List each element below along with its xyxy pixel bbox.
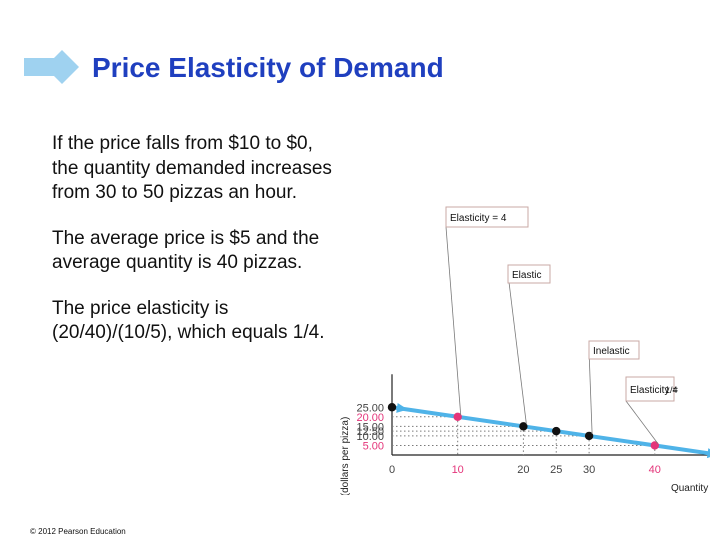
callout-box-2 bbox=[588, 340, 640, 360]
title-accent-bar bbox=[24, 50, 79, 84]
callout-box-3 bbox=[625, 376, 675, 402]
data-point-1 bbox=[453, 412, 462, 421]
y-tick-label-2: 12.50 bbox=[356, 426, 384, 438]
slide-title: Price Elasticity of Demand bbox=[92, 52, 444, 83]
data-point-3 bbox=[552, 426, 561, 436]
copyright-notice: © 2012 Pearson Education bbox=[30, 527, 126, 536]
bullet-1: If the price falls from $10 to $0, the q… bbox=[52, 133, 332, 203]
bullet-2: The average price is $5 and the average … bbox=[52, 227, 320, 274]
callout-connector-0 bbox=[445, 226, 462, 415]
x-tick-label-4: 30 bbox=[583, 464, 595, 476]
demand-curve-arrow-high bbox=[706, 448, 710, 459]
callout-connector-3 bbox=[625, 400, 659, 444]
x-tick-label-0: 0 bbox=[389, 464, 395, 476]
x-tick-label-5: 40 bbox=[649, 464, 661, 476]
x-axis-label: Quantity (pizzas per hour) bbox=[671, 483, 710, 494]
y-axis-label: Price (dollars per pizza) bbox=[340, 417, 351, 495]
data-point-2 bbox=[519, 422, 528, 431]
y-tick-label-1: 10.00 bbox=[356, 431, 384, 443]
callout-connector-1 bbox=[507, 273, 527, 425]
callout-box-1 bbox=[507, 264, 551, 284]
y-tick-label-4: 20.00 bbox=[356, 412, 384, 424]
demand-curve-line bbox=[390, 405, 710, 456]
bullet-list: If the price falls from $10 to $0, the q… bbox=[52, 132, 332, 367]
data-point-5 bbox=[650, 441, 659, 450]
callout-box-0 bbox=[445, 206, 529, 228]
callout-text-1: Elastic bbox=[512, 270, 541, 281]
callout-connector-2 bbox=[588, 349, 593, 434]
data-point-4 bbox=[584, 431, 594, 441]
callout-text-2: Inelastic bbox=[593, 346, 630, 357]
callout-text-0: Elasticity = 4 bbox=[450, 213, 507, 224]
bullet-3: The price elasticity is (20/40)/(10/5), … bbox=[52, 297, 325, 344]
demand-curve-arrow-low bbox=[396, 403, 408, 413]
x-tick-label-1: 10 bbox=[452, 464, 464, 476]
x-tick-label-3: 25 bbox=[550, 464, 562, 476]
y-tick-label-5: 25.00 bbox=[356, 402, 384, 414]
y-tick-label-3: 15.00 bbox=[356, 421, 384, 433]
x-tick-label-2: 20 bbox=[517, 464, 529, 476]
callout-text-3: Elasticity = bbox=[630, 385, 678, 396]
data-point-0 bbox=[387, 403, 397, 412]
y-tick-label-0: 5.00 bbox=[363, 440, 384, 452]
callout-fraction-3: 1/4 bbox=[665, 385, 678, 395]
